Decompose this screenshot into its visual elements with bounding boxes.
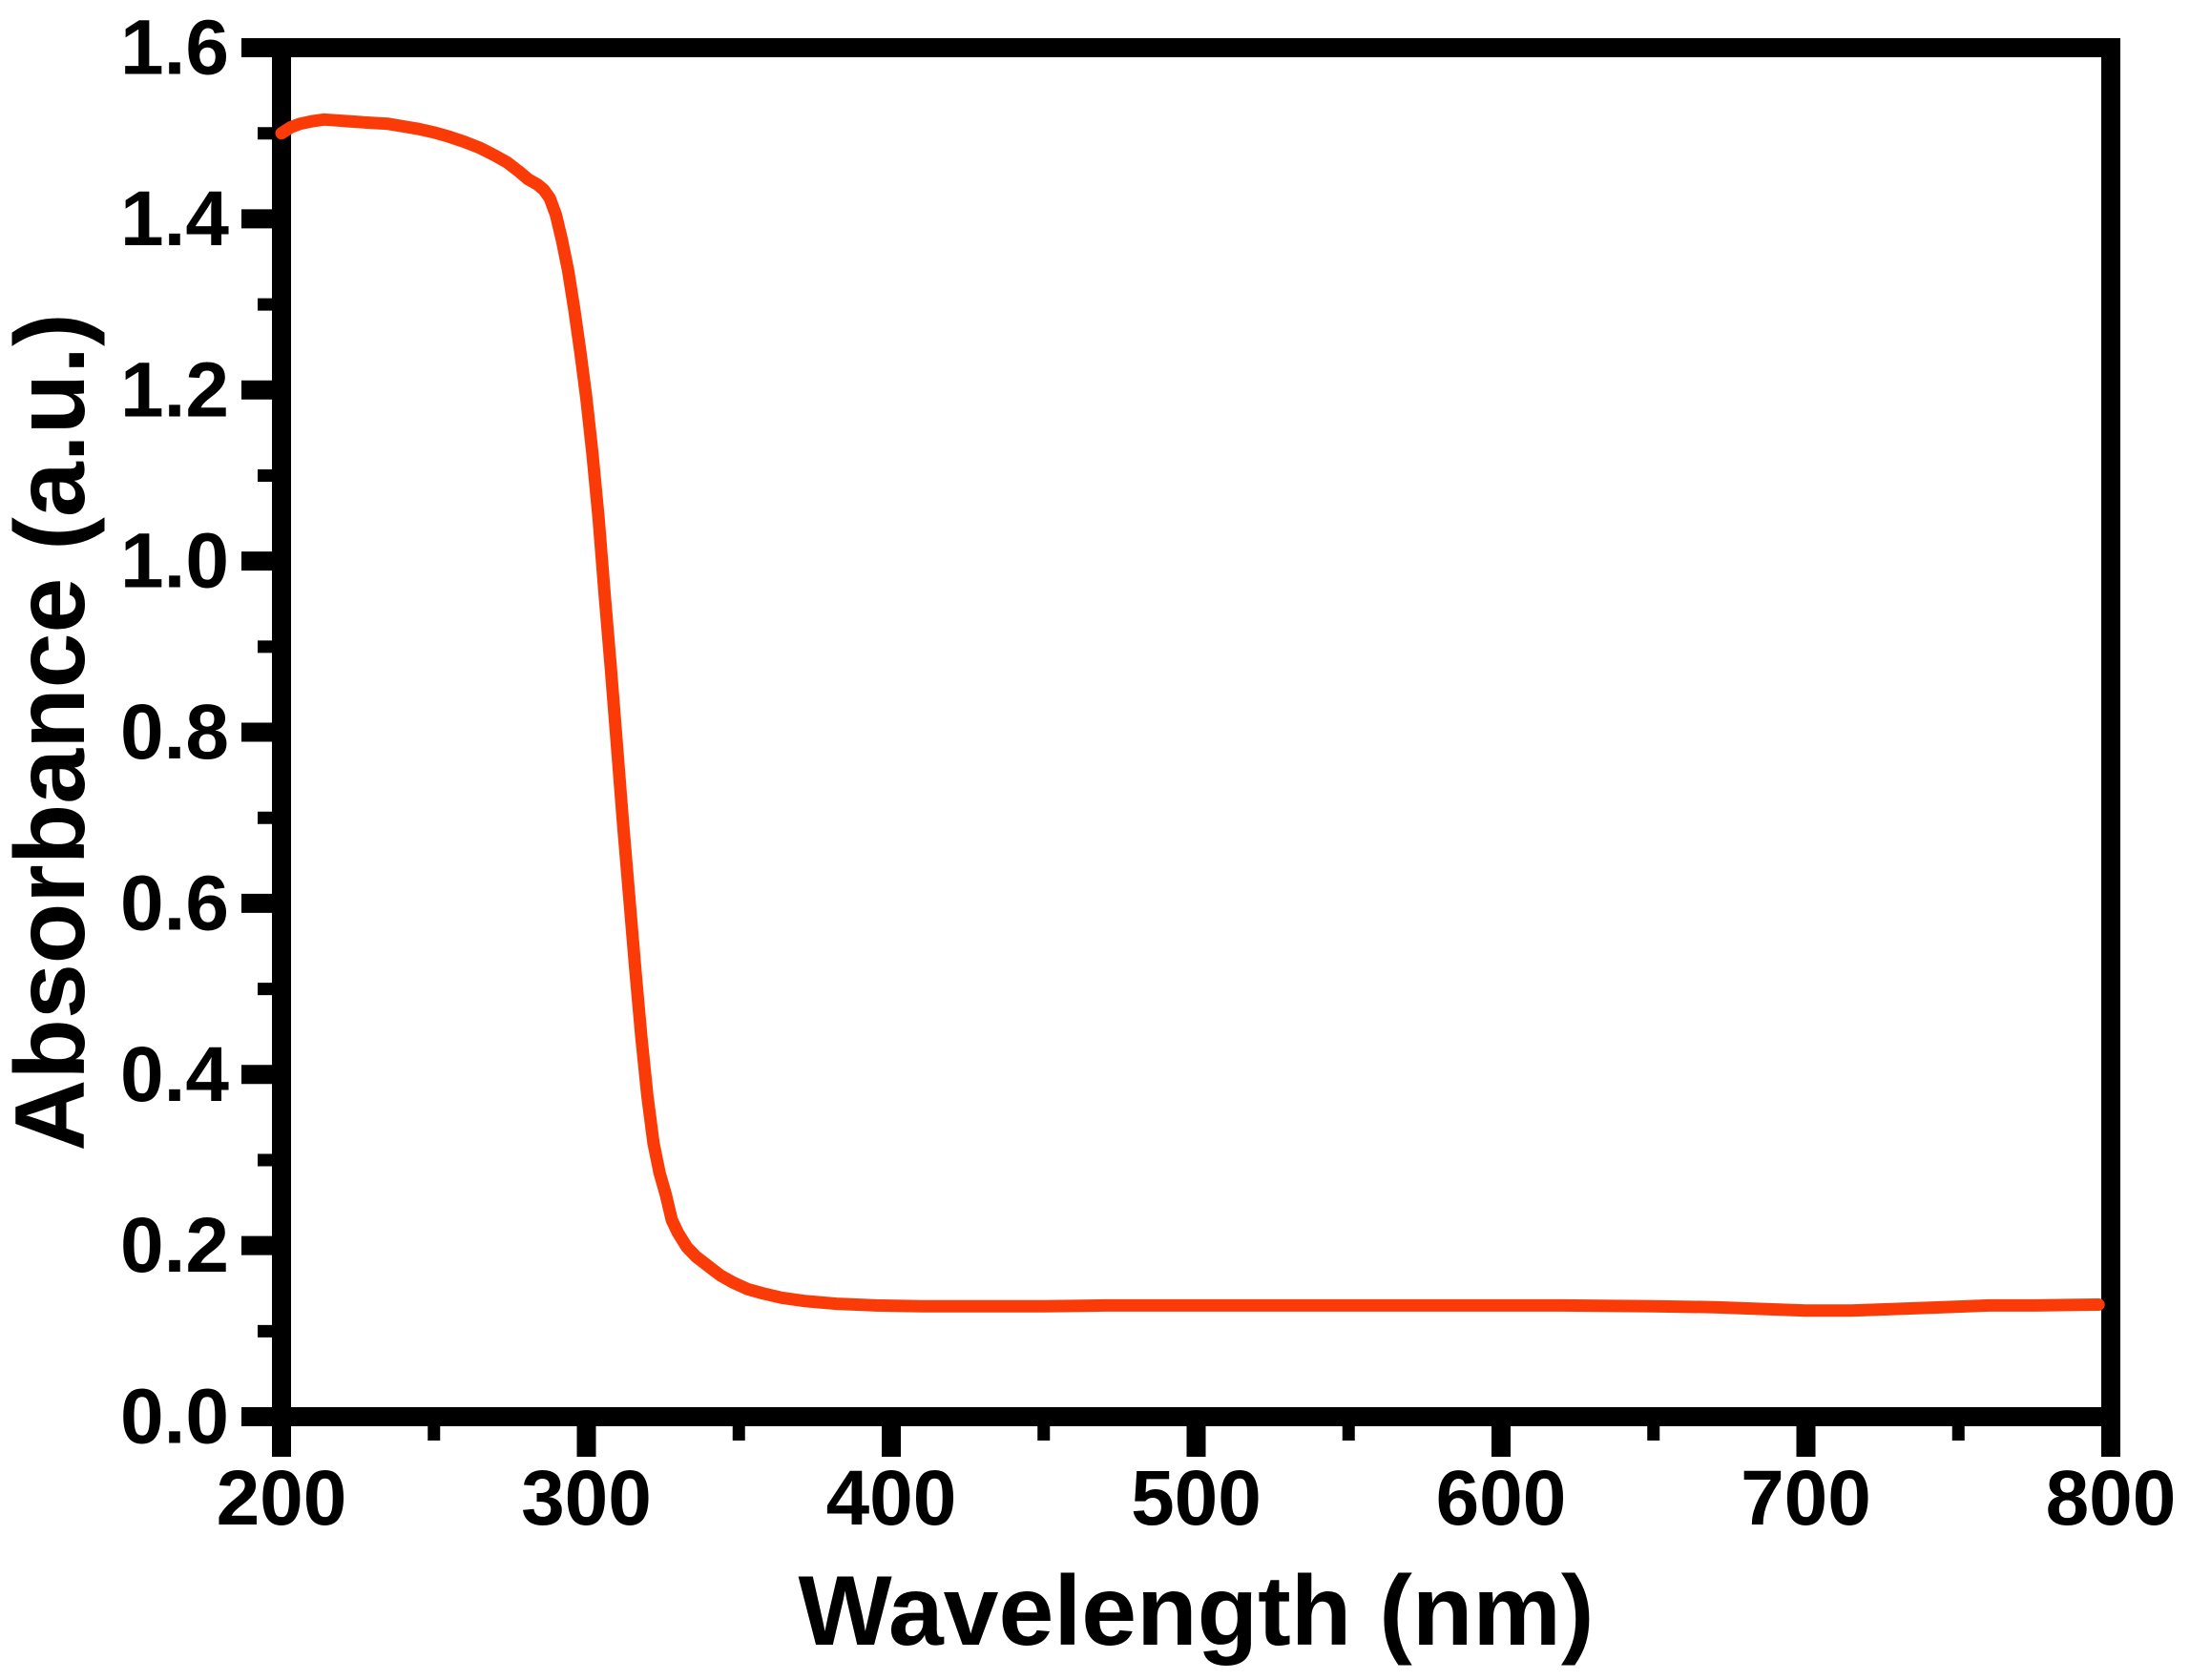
x-tick-label: 500 — [1131, 1455, 1262, 1542]
plot-frame — [272, 38, 2120, 1426]
y-axis-title: Absorbance (a.u.) — [0, 313, 106, 1151]
y-tick-label: 0.2 — [120, 1202, 229, 1289]
x-tick-label: 300 — [521, 1455, 652, 1542]
tick-labels-layer: 200 300 400 500 600 700 800 0.0 0.2 0.4 0.6 0.8 1.0 1… — [120, 5, 2176, 1543]
absorbance-curve — [275, 113, 2105, 1317]
y-tick-label: 1.0 — [120, 518, 229, 605]
x-tick-label: 200 — [217, 1455, 347, 1542]
y-tick-label: 0.6 — [120, 860, 229, 946]
ticks-layer — [241, 38, 2120, 1457]
x-tick-label: 400 — [826, 1455, 957, 1542]
y-tick-label: 0.4 — [120, 1031, 229, 1118]
y-tick-label: 1.4 — [120, 176, 229, 262]
x-axis-title: Wavelength (nm) — [799, 1556, 1595, 1667]
y-tick-label: 0.0 — [120, 1374, 229, 1461]
y-tick-label: 0.8 — [120, 689, 229, 776]
y-tick-label: 1.2 — [120, 346, 229, 433]
x-tick-label: 700 — [1741, 1455, 1871, 1542]
y-tick-label: 1.6 — [120, 5, 229, 92]
x-tick-label: 600 — [1436, 1455, 1567, 1542]
x-tick-label: 800 — [2046, 1455, 2177, 1542]
